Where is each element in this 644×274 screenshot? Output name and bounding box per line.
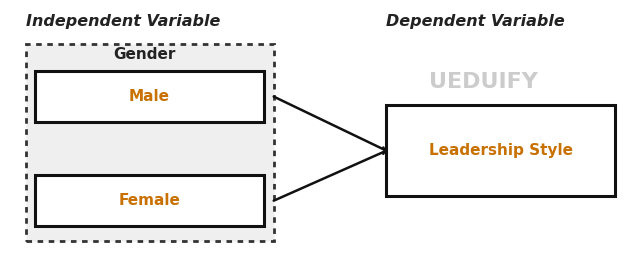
Bar — [35, 71, 264, 122]
Text: Gender: Gender — [114, 47, 176, 62]
Text: Dependent Variable: Dependent Variable — [386, 14, 565, 29]
Text: Male: Male — [129, 89, 170, 104]
Text: Leadership Style: Leadership Style — [429, 143, 573, 158]
Bar — [35, 175, 264, 226]
Text: Female: Female — [118, 193, 180, 208]
Bar — [386, 105, 615, 196]
Bar — [26, 44, 274, 241]
Text: UEDUIFY: UEDUIFY — [428, 72, 538, 92]
Text: Independent Variable: Independent Variable — [26, 14, 220, 29]
